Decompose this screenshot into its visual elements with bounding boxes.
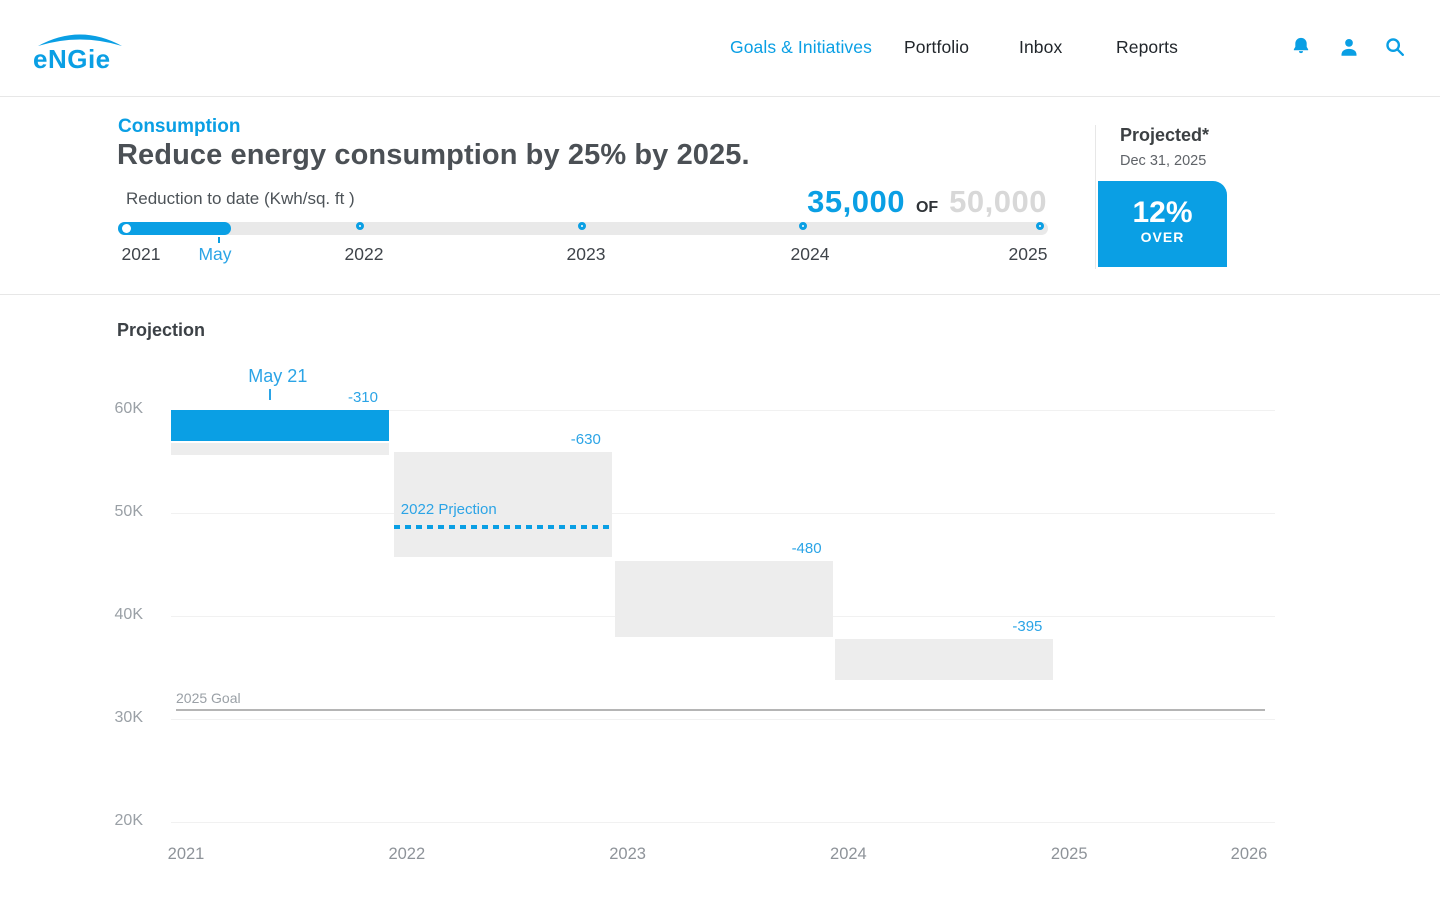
slider-tick-2022: 2022 xyxy=(344,244,384,264)
gridline-60K xyxy=(171,410,1275,411)
projected-qualifier: OVER xyxy=(1140,229,1185,245)
projection-line-label: 2022 Prjection xyxy=(400,501,497,519)
gridline-50K xyxy=(171,513,1275,514)
nav-inbox[interactable]: Inbox xyxy=(1019,37,1063,57)
section-vertical-divider xyxy=(1095,125,1096,269)
gridline-30K xyxy=(171,719,1275,720)
notification-bell-icon[interactable] xyxy=(1290,36,1312,58)
slider-current-position-tick xyxy=(218,237,220,243)
projection-chart-section: Projection 2021 2022 2023 2024 2025 2026 -310 M… xyxy=(0,295,1440,900)
user-account-icon[interactable] xyxy=(1338,36,1360,58)
chart-title: Projection xyxy=(117,320,206,340)
projected-status-badge: 12% OVER xyxy=(1098,181,1227,267)
search-icon[interactable] xyxy=(1384,36,1406,58)
y-axis-label: 60K xyxy=(114,400,143,417)
slider-start-dot xyxy=(122,224,131,233)
nav-portfolio[interactable]: Portfolio xyxy=(904,37,970,57)
slider-marker-2025[interactable] xyxy=(1036,222,1044,230)
delta-label-2024: -395 xyxy=(1012,617,1043,635)
projection-dashed-line xyxy=(393,525,612,530)
waterfall-bar-2022[interactable] xyxy=(393,452,612,558)
plot-area: 2021 2022 2023 2024 2025 2026 -310 May 21 -630 20… xyxy=(168,295,1275,863)
waterfall-bar-actual-2021[interactable] xyxy=(171,410,389,441)
nav-reports[interactable]: Reports xyxy=(1116,37,1178,57)
delta-label-2022: -630 xyxy=(570,431,601,449)
engie-logo-swoosh xyxy=(38,34,122,46)
waterfall-bar-2023[interactable] xyxy=(614,561,833,637)
waterfall-bar-2024[interactable] xyxy=(835,638,1054,680)
slider-marker-2022[interactable] xyxy=(356,222,364,230)
progress-current-value: 35,000 xyxy=(807,184,905,219)
chart-annotation-tick xyxy=(268,389,271,400)
slider-marker-2023[interactable] xyxy=(578,222,586,230)
waterfall-bar-residual-2021[interactable] xyxy=(171,442,389,455)
nav-goals-initiatives[interactable]: Goals & Initiatives xyxy=(730,37,872,57)
x-axis-label: 2024 xyxy=(830,845,867,863)
goal-title: Reduce energy consumption by 25% by 2025… xyxy=(117,139,750,171)
projected-percent: 12% xyxy=(1132,196,1193,229)
slider-marker-2024[interactable] xyxy=(799,222,807,230)
goal-line xyxy=(176,708,1265,711)
reduction-slider-progress xyxy=(118,222,231,235)
x-axis-label: 2021 xyxy=(167,845,205,863)
slider-tick-2025: 2025 xyxy=(1008,244,1048,264)
x-axis-label: 2025 xyxy=(1050,845,1088,863)
delta-label-2021: -310 xyxy=(347,389,378,406)
projected-title: Projected* xyxy=(1120,125,1210,145)
progress-target-value: 50,000 xyxy=(949,184,1047,219)
goal-category-label: Consumption xyxy=(118,116,241,137)
y-axis-label: 30K xyxy=(114,709,143,726)
y-axis-label: 40K xyxy=(114,606,143,623)
slider-tick-may: May xyxy=(198,244,232,264)
progress-of-label: OF xyxy=(915,199,939,216)
engie-logo[interactable]: eNGie xyxy=(30,24,130,74)
x-axis-label: 2022 xyxy=(388,845,426,863)
x-axis-label: 2026 xyxy=(1230,845,1268,863)
gridline-20K xyxy=(171,822,1275,823)
x-axis-label: 2023 xyxy=(609,845,646,863)
delta-label-2023: -480 xyxy=(791,540,822,558)
slider-tick-2024: 2024 xyxy=(790,244,830,264)
slider-tick-2023: 2023 xyxy=(566,244,606,264)
reduction-slider-label: Reduction to date (Kwh/sq. ft ) xyxy=(126,189,355,208)
consumption-goal-panel: Consumption Reduce energy consumption by… xyxy=(0,98,1440,295)
y-axis-label: 50K xyxy=(114,503,143,520)
y-axis-label: 20K xyxy=(114,812,143,829)
engie-logo-text: eNGie xyxy=(33,44,111,74)
chart-annotation-date: May 21 xyxy=(248,366,308,386)
goal-line-label: 2025 Goal xyxy=(176,689,241,706)
progress-readout: 35,000 OF 50,000 xyxy=(807,184,1047,220)
app-header: eNGie Goals & Initiatives Portfolio Inbo… xyxy=(0,0,1440,97)
projected-date: Dec 31, 2025 xyxy=(1120,153,1207,169)
slider-tick-2021: 2021 xyxy=(121,244,161,264)
